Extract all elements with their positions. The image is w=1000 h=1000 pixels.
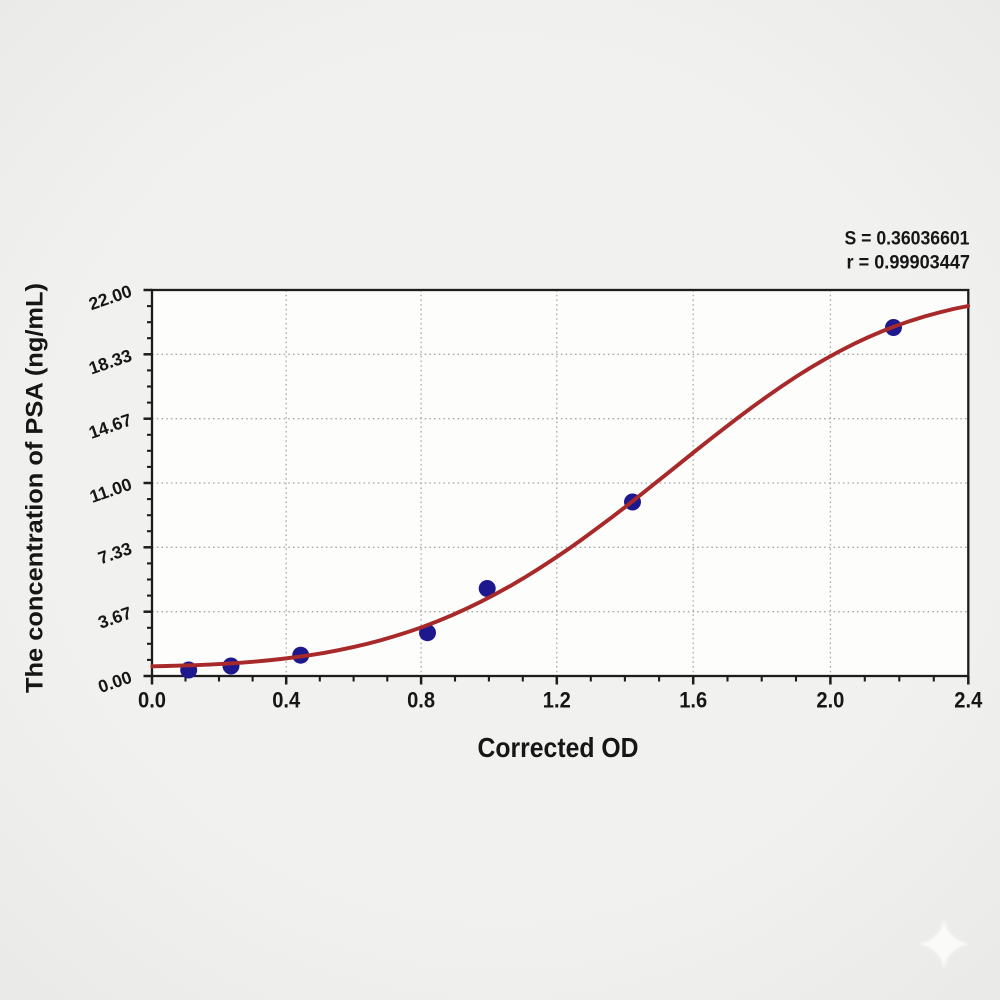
svg-text:0.4: 0.4 bbox=[272, 688, 301, 713]
svg-text:1.6: 1.6 bbox=[679, 688, 707, 713]
svg-text:11.00: 11.00 bbox=[87, 474, 134, 507]
svg-text:7.33: 7.33 bbox=[95, 538, 134, 568]
svg-text:2.4: 2.4 bbox=[954, 688, 983, 713]
svg-text:2.0: 2.0 bbox=[816, 688, 844, 713]
svg-text:r = 0.99903447: r = 0.99903447 bbox=[847, 252, 971, 274]
svg-text:S = 0.36036601: S = 0.36036601 bbox=[845, 228, 970, 250]
svg-text:0.00: 0.00 bbox=[95, 667, 134, 697]
svg-text:Corrected OD: Corrected OD bbox=[478, 732, 639, 763]
svg-text:0.8: 0.8 bbox=[407, 688, 435, 713]
svg-text:1.2: 1.2 bbox=[543, 688, 571, 713]
svg-text:18.33: 18.33 bbox=[86, 345, 134, 378]
svg-text:22.00: 22.00 bbox=[86, 281, 134, 314]
svg-text:14.67: 14.67 bbox=[86, 410, 134, 443]
svg-text:0.0: 0.0 bbox=[138, 688, 166, 713]
svg-text:The concentration of PSA (ng/m: The concentration of PSA (ng/mL) bbox=[22, 283, 49, 693]
svg-text:3.67: 3.67 bbox=[95, 603, 134, 633]
